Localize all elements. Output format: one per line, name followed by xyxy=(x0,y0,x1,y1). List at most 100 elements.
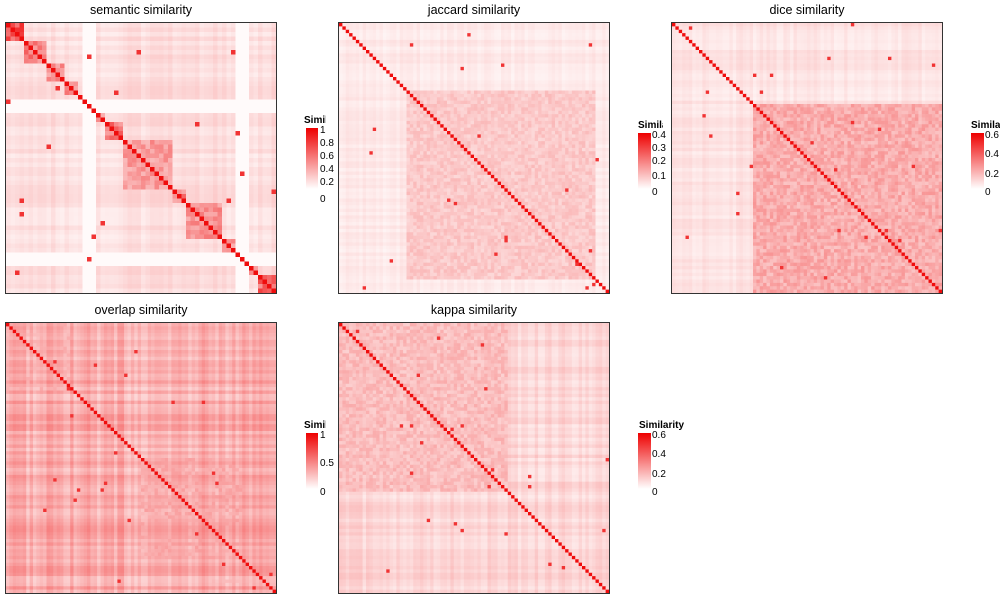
heatmap-cell xyxy=(145,212,151,217)
heatmap-cell xyxy=(123,221,128,226)
heatmap-cell xyxy=(262,221,268,226)
heatmap-cell xyxy=(136,194,142,199)
heatmap-cell xyxy=(73,63,79,69)
heatmap-cell xyxy=(123,54,128,60)
heatmap-cell xyxy=(33,72,38,78)
heatmap-cell xyxy=(105,23,110,28)
heatmap-cell xyxy=(136,108,142,114)
heatmap-cell xyxy=(150,198,155,204)
heatmap-cell xyxy=(42,99,47,105)
heatmap-cell xyxy=(33,122,38,127)
heatmap-cell xyxy=(6,225,11,231)
heatmap-cell xyxy=(141,275,146,280)
heatmap-cell xyxy=(470,26,475,31)
heatmap-cell xyxy=(480,33,485,37)
heatmap-cell xyxy=(195,131,200,136)
heatmap-cell xyxy=(484,29,488,34)
heatmap-cell xyxy=(91,171,97,177)
heatmap-cell xyxy=(91,216,97,222)
heatmap-cell xyxy=(258,167,263,172)
heatmap-cell xyxy=(141,108,146,114)
heatmap-cell xyxy=(46,68,52,73)
heatmap-cell xyxy=(253,221,259,226)
heatmap-cell xyxy=(186,72,191,78)
heatmap-cell xyxy=(558,39,563,44)
heatmap-cell xyxy=(524,43,529,47)
heatmap-cell xyxy=(105,279,110,285)
heatmap-cell xyxy=(514,26,519,31)
heatmap-cell xyxy=(436,39,441,44)
heatmap-cell xyxy=(267,243,272,249)
heatmap-cell xyxy=(177,185,182,190)
heatmap-cell xyxy=(145,284,151,289)
heatmap-cell xyxy=(362,39,367,44)
heatmap-cell xyxy=(389,29,394,34)
heatmap-cell xyxy=(105,108,110,114)
heatmap-cell xyxy=(132,45,137,51)
heatmap-cell xyxy=(186,261,191,267)
heatmap-cell xyxy=(73,90,79,96)
heatmap-cell xyxy=(114,63,119,69)
heatmap-cell xyxy=(60,207,65,213)
heatmap-cell xyxy=(426,33,431,37)
heatmap-cell xyxy=(6,270,11,276)
heatmap-cell xyxy=(195,284,200,289)
heatmap-cell xyxy=(154,144,160,150)
heatmap-cell xyxy=(235,266,241,271)
heatmap-cell xyxy=(199,126,205,132)
heatmap-cell xyxy=(226,95,232,100)
heatmap-cell xyxy=(60,270,65,276)
heatmap-cell xyxy=(15,144,20,150)
heatmap-cell xyxy=(15,194,20,199)
heatmap-cell xyxy=(389,39,394,44)
heatmap-cell xyxy=(91,81,97,87)
heatmap-cell xyxy=(538,36,542,41)
heatmap-cell xyxy=(6,185,11,190)
heatmap-cell xyxy=(267,189,272,195)
heatmap-cell xyxy=(100,81,106,87)
heatmap-cell xyxy=(19,275,25,280)
heatmap-cell xyxy=(33,207,38,213)
heatmap-cell xyxy=(235,36,241,42)
heatmap-cell xyxy=(240,77,245,82)
heatmap-cell xyxy=(262,140,268,145)
heatmap-cell xyxy=(244,126,250,132)
heatmap-cell xyxy=(181,234,187,240)
heatmap-cell xyxy=(15,50,20,55)
heatmap-cell xyxy=(150,185,155,190)
heatmap-cell xyxy=(235,68,241,73)
heatmap-cell xyxy=(231,126,236,132)
heatmap-cell xyxy=(33,198,38,204)
heatmap-cell xyxy=(136,185,142,190)
heatmap-cell xyxy=(19,95,25,100)
heatmap-cell xyxy=(64,108,70,114)
heatmap-cell xyxy=(6,266,11,271)
heatmap-cell xyxy=(389,73,394,78)
heatmap-cell xyxy=(558,66,563,71)
heatmap-cell xyxy=(78,77,83,82)
heatmap-cell xyxy=(46,176,52,181)
heatmap-cell xyxy=(195,27,200,33)
heatmap-cell xyxy=(136,221,142,226)
heatmap-cell xyxy=(118,140,124,145)
heatmap-cell xyxy=(78,266,83,271)
heatmap-cell xyxy=(541,63,546,68)
heatmap-cell xyxy=(366,63,370,68)
heatmap-cell xyxy=(154,261,160,267)
heatmap-cell xyxy=(342,50,347,54)
heatmap-cell xyxy=(195,257,200,262)
heatmap-cell xyxy=(123,230,128,235)
heatmap-cell xyxy=(127,32,133,37)
heatmap-cell xyxy=(24,189,29,195)
heatmap-cell xyxy=(145,185,151,190)
heatmap-cell xyxy=(362,53,367,58)
heatmap-cell xyxy=(163,221,169,226)
heatmap-cell xyxy=(271,248,276,253)
heatmap-cell xyxy=(362,43,367,47)
heatmap-cell xyxy=(141,45,146,51)
heatmap-cell xyxy=(440,56,444,61)
heatmap-cell xyxy=(231,207,236,213)
heatmap-cell xyxy=(10,131,16,136)
heatmap-cell xyxy=(172,77,178,82)
heatmap-cell xyxy=(226,140,232,145)
